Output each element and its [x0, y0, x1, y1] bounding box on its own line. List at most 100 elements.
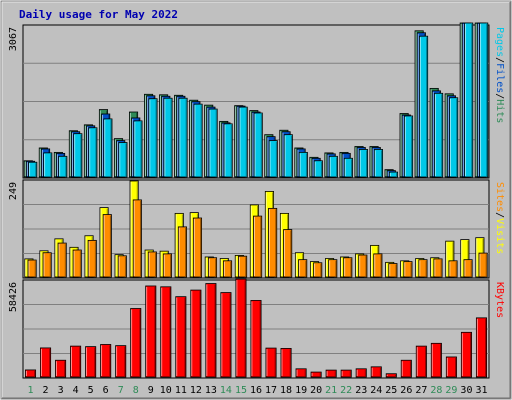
- x-tick-label-day-2: 2: [43, 385, 49, 396]
- bar-sites-day-12-face: [192, 217, 203, 278]
- bar-kbytes-day-13-face: [205, 283, 217, 378]
- bar-pages-day-8-face: [133, 120, 143, 178]
- legend-sep: /: [494, 212, 505, 218]
- bar-pages-day-14-face: [223, 123, 233, 178]
- bar-kbytes-day-10-face: [160, 286, 172, 378]
- bar-kbytes-day-23-face: [355, 368, 367, 378]
- bar-pages-day-1: [28, 161, 38, 178]
- bar-sites-day-14-face: [223, 260, 233, 278]
- panel-hits-files-pages-legend-label: Pages/Files/Hits: [494, 27, 505, 123]
- panel-kbytes: 58426 KBytes: [8, 278, 505, 379]
- bar-kbytes-day-22: [340, 369, 352, 378]
- bar-kbytes-day-7-face: [115, 345, 127, 378]
- x-tick-label-day-24: 24: [370, 385, 382, 396]
- bar-sites-day-19-face: [298, 259, 308, 278]
- panel-kbytes-legend-label: KBytes: [494, 282, 505, 318]
- bar-kbytes-day-9: [145, 285, 157, 378]
- bar-kbytes-day-24: [370, 366, 382, 378]
- bar-pages-day-13: [208, 108, 218, 178]
- x-tick-label-day-15: 15: [235, 385, 247, 396]
- bar-pages-day-10: [163, 97, 173, 178]
- bar-kbytes-day-11: [175, 296, 187, 378]
- chart-title: Daily usage for May 2022: [19, 8, 178, 21]
- bar-pages-day-6: [103, 118, 113, 178]
- bar-sites-day-24: [373, 253, 383, 278]
- bar-pages-day-18-face: [283, 134, 293, 178]
- bar-sites-day-26: [403, 261, 413, 278]
- bar-kbytes-day-8-face: [130, 308, 142, 378]
- bar-pages-day-30-face: [464, 22, 474, 178]
- bar-sites-day-30: [463, 259, 473, 278]
- bar-sites-day-11-face: [177, 226, 187, 278]
- x-tick-label-day-14: 14: [220, 385, 232, 396]
- bar-sites-day-7: [117, 255, 127, 278]
- bar-sites-day-10-face: [162, 253, 172, 278]
- bar-sites-day-17: [268, 207, 278, 278]
- bar-kbytes-day-5: [85, 346, 97, 378]
- bar-pages-day-17-face: [268, 140, 278, 178]
- bar-pages-day-4: [73, 133, 83, 178]
- bar-kbytes-day-31: [475, 317, 487, 378]
- panel-hits-files-pages: 3067 Pages/Files/Hits: [8, 22, 505, 179]
- bar-sites-day-21: [328, 259, 338, 278]
- x-tick-label-day-27: 27: [415, 385, 427, 396]
- legend-visits: Visits: [494, 218, 505, 254]
- bar-sites-day-23-face: [358, 254, 368, 278]
- legend-pages: Pages: [494, 27, 505, 57]
- bar-kbytes-day-16-face: [250, 300, 262, 378]
- bar-kbytes-day-21-face: [325, 369, 337, 378]
- bar-sites-day-29: [448, 260, 458, 278]
- bar-sites-day-6: [102, 214, 112, 278]
- legend-kbytes: KBytes: [494, 282, 505, 318]
- bar-kbytes-day-28-face: [430, 342, 442, 378]
- bar-pages-day-11-face: [178, 97, 188, 178]
- bar-sites-day-3-face: [57, 242, 67, 278]
- bar-pages-day-19: [298, 151, 308, 178]
- bar-pages-day-8: [133, 120, 143, 178]
- x-tick-label-day-9: 9: [148, 385, 154, 396]
- bar-pages-day-26: [403, 115, 414, 178]
- bar-pages-day-18: [283, 134, 293, 178]
- bar-pages-day-15: [238, 106, 248, 178]
- bar-sites-day-18: [283, 229, 293, 278]
- bar-pages-day-16-face: [253, 112, 263, 178]
- bar-pages-day-9-face: [148, 98, 158, 178]
- bar-sites-day-18-face: [283, 229, 293, 278]
- x-tick-label-day-7: 7: [118, 385, 124, 396]
- bar-kbytes-day-25-face: [385, 373, 397, 378]
- bar-kbytes-day-15: [235, 278, 247, 378]
- bar-sites-day-16-face: [253, 215, 263, 278]
- bar-pages-day-5: [88, 127, 98, 178]
- bar-sites-day-7-face: [117, 255, 127, 278]
- bar-pages-day-28: [434, 92, 444, 178]
- bar-pages-day-13-face: [208, 108, 218, 178]
- x-tick-label-day-3: 3: [58, 385, 64, 396]
- bar-sites-day-15-face: [238, 255, 248, 278]
- bar-kbytes-day-6: [100, 344, 112, 378]
- bar-pages-day-31-face: [479, 22, 489, 178]
- bar-kbytes-day-1-face: [25, 369, 37, 378]
- bar-sites-day-6-face: [102, 214, 112, 278]
- x-tick-label-day-6: 6: [103, 385, 109, 396]
- bar-pages-day-14: [223, 123, 233, 178]
- bar-sites-day-4: [72, 249, 82, 278]
- bar-pages-day-31: [479, 22, 489, 178]
- bar-sites-day-31: [478, 252, 488, 278]
- bar-pages-day-2: [43, 152, 53, 178]
- bar-pages-day-3-face: [58, 155, 68, 178]
- bar-sites-day-3: [57, 242, 67, 278]
- bar-kbytes-day-12: [190, 289, 202, 378]
- bar-kbytes-day-26: [400, 359, 412, 378]
- bar-kbytes-day-15-face: [235, 278, 247, 378]
- x-tick-label-day-25: 25: [385, 385, 397, 396]
- bar-sites-day-1-face: [27, 259, 37, 278]
- bar-sites-day-13: [207, 257, 218, 278]
- bar-kbytes-day-29-face: [445, 356, 457, 378]
- bar-kbytes-day-4: [70, 345, 82, 378]
- bar-pages-day-1-face: [28, 161, 38, 178]
- bar-sites-day-21-face: [328, 259, 338, 278]
- bar-kbytes-day-27: [415, 345, 427, 378]
- bar-sites-day-1: [27, 259, 37, 278]
- bar-pages-day-24: [373, 149, 383, 178]
